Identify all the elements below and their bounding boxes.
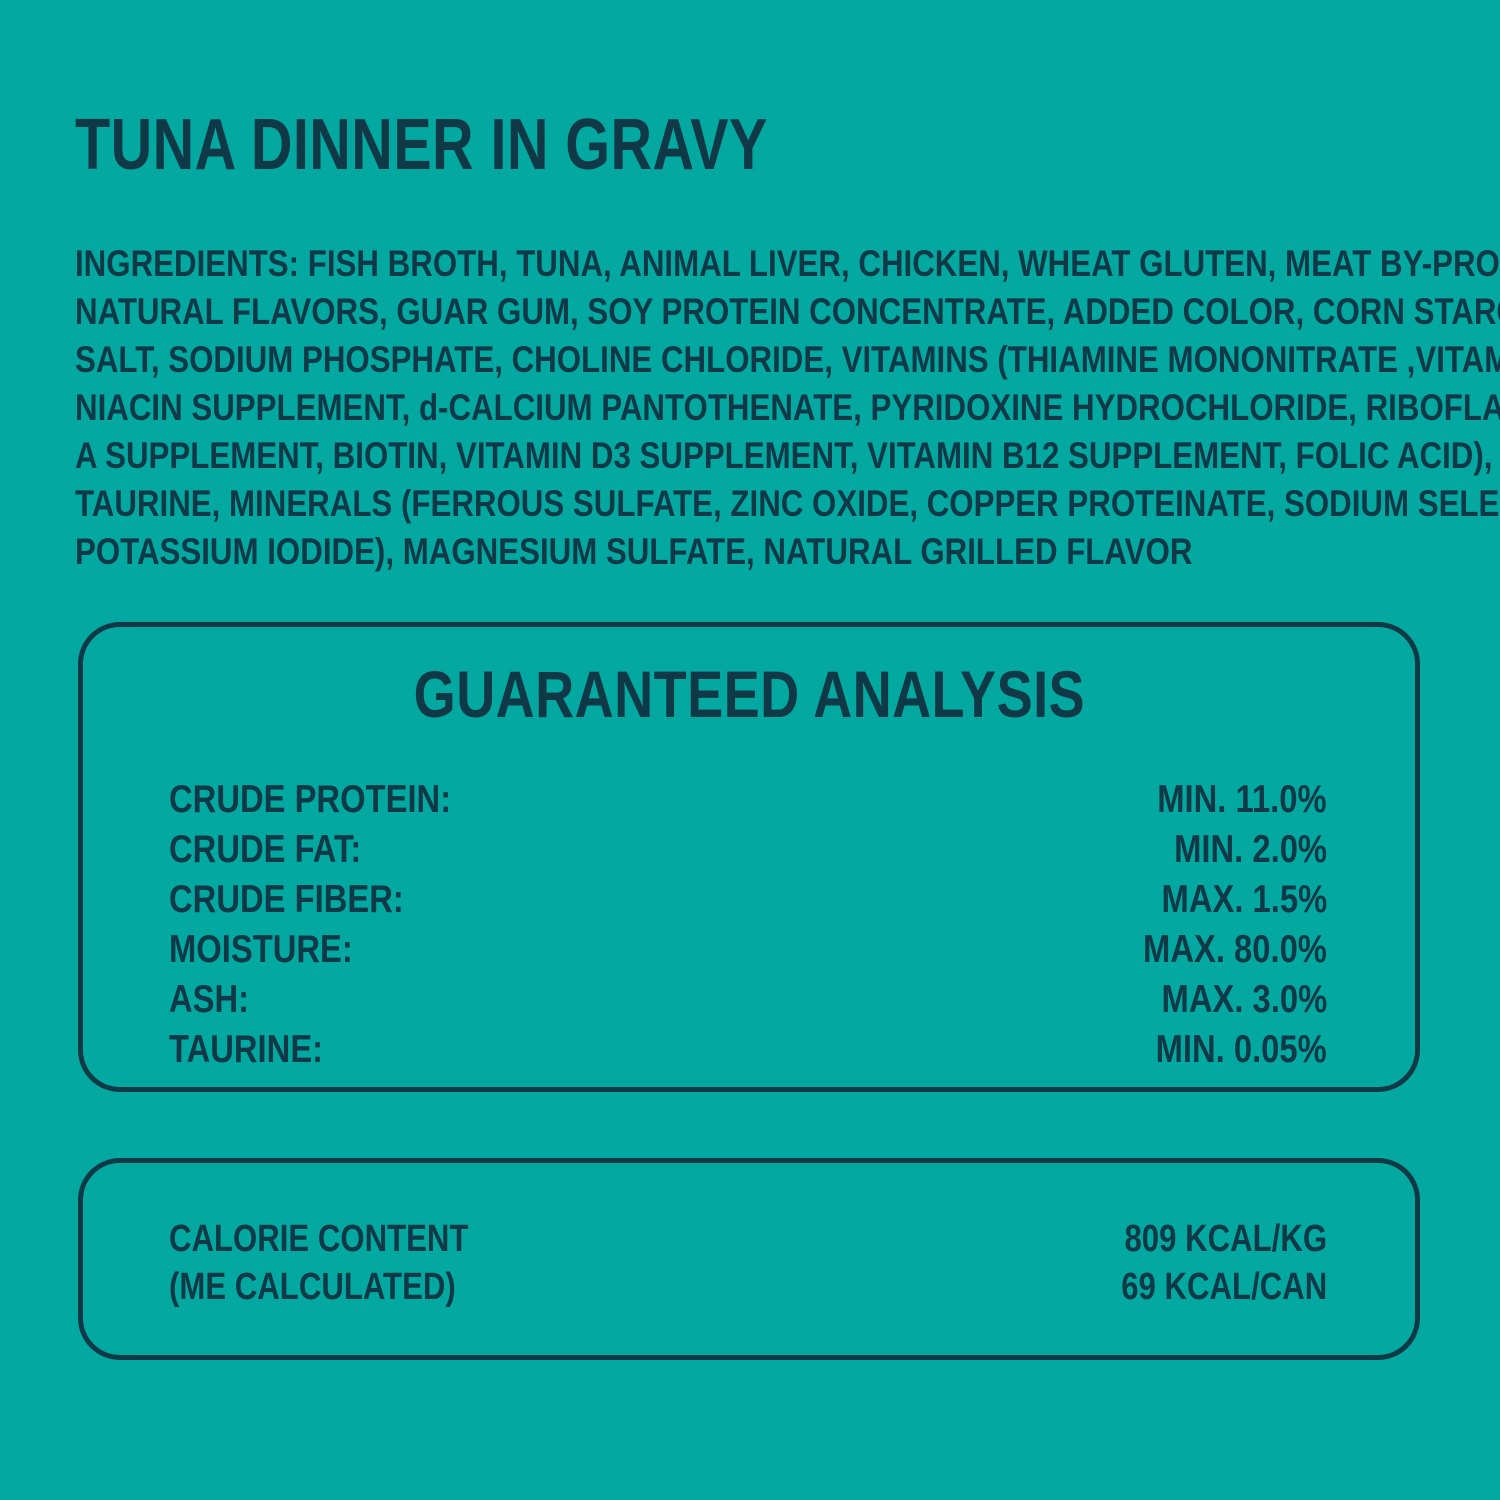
analysis-label: CRUDE FAT: — [169, 828, 362, 871]
guaranteed-analysis-heading-text: GUARANTEED ANALYSIS — [413, 657, 1085, 731]
analysis-value: MIN. 11.0% — [1157, 778, 1327, 821]
ingredients-line: A SUPPLEMENT, BIOTIN, VITAMIN D3 SUPPLEM… — [75, 435, 1500, 476]
analysis-label: CRUDE FIBER: — [169, 878, 404, 921]
analysis-label: CRUDE PROTEIN: — [169, 778, 452, 821]
analysis-value: MIN. 0.05% — [1155, 1028, 1327, 1071]
analysis-value: MAX. 3.0% — [1161, 978, 1327, 1021]
calorie-label: CALORIE CONTENT — [169, 1218, 469, 1260]
page-title: TUNA DINNER IN GRAVY — [75, 105, 768, 185]
analysis-label: TAURINE: — [169, 1028, 324, 1071]
guaranteed-analysis-rows: CRUDE PROTEIN: MIN. 11.0% CRUDE FAT: MIN… — [169, 775, 1327, 1075]
analysis-value: MAX. 80.0% — [1143, 928, 1327, 971]
calorie-label: (ME CALCULATED) — [169, 1266, 456, 1308]
analysis-row: CRUDE FIBER: MAX. 1.5% — [169, 875, 1327, 925]
guaranteed-analysis-panel: GUARANTEED ANALYSIS CRUDE PROTEIN: MIN. … — [78, 622, 1420, 1092]
ingredients-line: NATURAL FLAVORS, GUAR GUM, SOY PROTEIN C… — [75, 291, 1500, 332]
analysis-row: CRUDE PROTEIN: MIN. 11.0% — [169, 775, 1327, 825]
analysis-row: ASH: MAX. 3.0% — [169, 975, 1327, 1025]
calorie-row: CALORIE CONTENT 809 KCAL/KG — [169, 1215, 1327, 1263]
ingredients-line: TAURINE, MINERALS (FERROUS SULFATE, ZINC… — [75, 483, 1500, 524]
analysis-value: MAX. 1.5% — [1161, 878, 1327, 921]
calorie-value: 69 KCAL/CAN — [1120, 1266, 1327, 1308]
calorie-content-rows: CALORIE CONTENT 809 KCAL/KG (ME CALCULAT… — [169, 1215, 1327, 1311]
calorie-value: 809 KCAL/KG — [1124, 1218, 1327, 1260]
calorie-row: (ME CALCULATED) 69 KCAL/CAN — [169, 1263, 1327, 1311]
ingredients-line: POTASSIUM IODIDE), MAGNESIUM SULFATE, NA… — [75, 531, 1193, 572]
ingredients-line: SALT, SODIUM PHOSPHATE, CHOLINE CHLORIDE… — [75, 339, 1500, 380]
analysis-row: MOISTURE: MAX. 80.0% — [169, 925, 1327, 975]
analysis-row: CRUDE FAT: MIN. 2.0% — [169, 825, 1327, 875]
analysis-label: ASH: — [169, 978, 250, 1021]
calorie-content-panel: CALORIE CONTENT 809 KCAL/KG (ME CALCULAT… — [78, 1158, 1420, 1360]
analysis-label: MOISTURE: — [169, 928, 353, 971]
ingredients-line: NIACIN SUPPLEMENT, d-CALCIUM PANTOTHENAT… — [75, 387, 1500, 428]
guaranteed-analysis-heading: GUARANTEED ANALYSIS — [83, 659, 1415, 729]
analysis-row: TAURINE: MIN. 0.05% — [169, 1025, 1327, 1075]
ingredients-block: INGREDIENTS: FISH BROTH, TUNA, ANIMAL LI… — [75, 240, 1500, 576]
analysis-value: MIN. 2.0% — [1174, 828, 1327, 871]
ingredients-line: INGREDIENTS: FISH BROTH, TUNA, ANIMAL LI… — [75, 243, 1500, 284]
